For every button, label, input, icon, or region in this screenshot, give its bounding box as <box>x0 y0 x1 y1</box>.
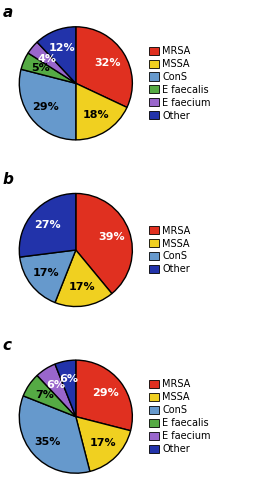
Wedge shape <box>76 194 132 294</box>
Legend: MRSA, MSSA, ConS, E faecalis, E faecium, Other: MRSA, MSSA, ConS, E faecalis, E faecium,… <box>149 46 211 120</box>
Text: 29%: 29% <box>92 388 119 398</box>
Wedge shape <box>37 364 76 416</box>
Text: 29%: 29% <box>32 102 59 112</box>
Wedge shape <box>76 84 127 140</box>
Text: 6%: 6% <box>59 374 78 384</box>
Text: 17%: 17% <box>33 268 59 278</box>
Legend: MRSA, MSSA, ConS, E faecalis, E faecium, Other: MRSA, MSSA, ConS, E faecalis, E faecium,… <box>149 380 211 454</box>
Wedge shape <box>55 250 112 306</box>
Text: 4%: 4% <box>37 54 56 64</box>
Text: 17%: 17% <box>89 438 116 448</box>
Wedge shape <box>19 70 76 140</box>
Wedge shape <box>19 194 76 257</box>
Wedge shape <box>21 53 76 84</box>
Text: 17%: 17% <box>68 282 95 292</box>
Text: 12%: 12% <box>49 43 75 53</box>
Text: 39%: 39% <box>98 232 125 242</box>
Text: 32%: 32% <box>95 58 121 68</box>
Text: 35%: 35% <box>34 436 61 446</box>
Legend: MRSA, MSSA, ConS, Other: MRSA, MSSA, ConS, Other <box>149 226 191 274</box>
Text: a: a <box>3 5 13 20</box>
Wedge shape <box>20 250 76 302</box>
Wedge shape <box>76 27 132 108</box>
Text: 7%: 7% <box>35 390 54 400</box>
Wedge shape <box>55 360 76 416</box>
Text: 6%: 6% <box>46 380 65 390</box>
Wedge shape <box>76 416 131 472</box>
Wedge shape <box>28 42 76 84</box>
Text: c: c <box>3 338 12 353</box>
Text: 5%: 5% <box>32 64 50 74</box>
Wedge shape <box>23 376 76 416</box>
Text: b: b <box>3 172 13 186</box>
Wedge shape <box>19 396 90 473</box>
Text: 27%: 27% <box>34 220 61 230</box>
Wedge shape <box>76 360 132 430</box>
Wedge shape <box>37 27 76 84</box>
Text: 18%: 18% <box>83 110 109 120</box>
